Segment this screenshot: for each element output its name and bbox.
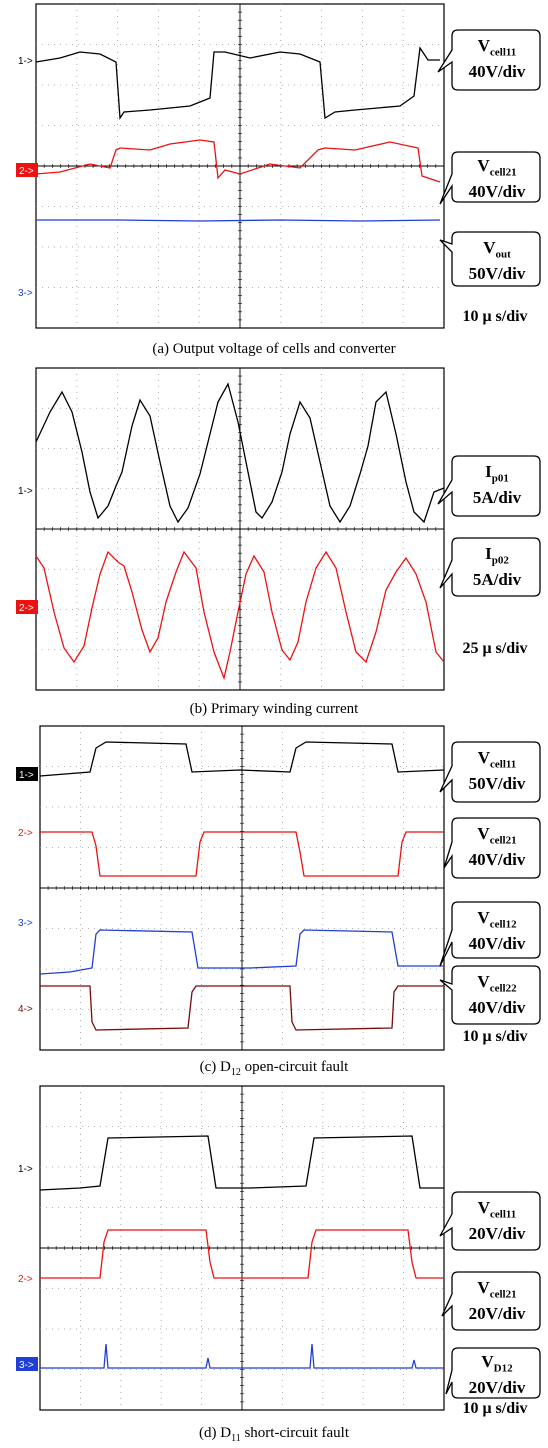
caption-a: (a) Output voltage of cells and converte… — [152, 341, 396, 357]
ch-marker: 3-> — [18, 288, 33, 299]
caption-b: (b) Primary winding current — [189, 701, 359, 717]
trace-vcell11 — [39, 741, 445, 777]
ch-marker: 2-> — [18, 828, 33, 839]
graticule — [35, 367, 445, 691]
ch-marker: 2-> — [18, 1274, 33, 1285]
ch-marker: 1-> — [19, 770, 34, 781]
trace-vcell12 — [39, 929, 444, 975]
trace-vcell21 — [40, 831, 444, 877]
callout-vout: Vout 50V/div — [468, 238, 526, 284]
ch-marker-box — [16, 163, 38, 177]
trace-vd12 — [40, 1343, 444, 1369]
ch-marker-box — [16, 1357, 38, 1371]
caption-c: (c) D12 open-circuit fault — [199, 1059, 349, 1078]
ch-marker: 2-> — [19, 166, 34, 177]
graticule — [39, 1085, 445, 1411]
trace-vcell21 — [35, 139, 441, 183]
trace-vcell22 — [40, 985, 444, 1031]
timebase-d: 10 μ s/div — [462, 1400, 528, 1417]
callout-vcell11: Vcell11 40V/div — [468, 36, 526, 82]
timebase-b: 25 μ s/div — [462, 640, 528, 657]
ch-marker: 1-> — [18, 56, 33, 67]
scope-c: 1-> 2-> 3-> 4-> — [16, 725, 541, 1051]
ch-marker: 3-> — [19, 1360, 34, 1371]
callout-vcell11: Vcell11 50V/div — [468, 748, 526, 794]
callout-ip02: Ip02 5A/div — [472, 544, 522, 590]
ch-marker: 4-> — [18, 1004, 33, 1015]
callout-vcell12: Vcell12 40V/div — [468, 908, 526, 954]
callout-vd12: VD12 20V/div — [468, 1352, 526, 1398]
panel-b: 1-> 2-> Ip01 5A/div Ip02 5A/div 25 μ s/d… — [0, 362, 548, 720]
graticule — [35, 3, 445, 329]
callout-vcell11: Vcell11 20V/div — [468, 1198, 526, 1244]
trace-ip02 — [35, 550, 445, 681]
trace-vcell11 — [35, 46, 440, 120]
callout-vcell21: Vcell21 40V/div — [468, 156, 526, 202]
panel-d: 1-> 2-> 3-> Vcell11 20V/div Vcell21 20V/… — [0, 1082, 548, 1445]
ch-marker: 1-> — [18, 486, 33, 497]
caption-d: (d) D11 short-circuit fault — [198, 1425, 349, 1444]
panel-a: 1-> 2-> 3-> Vcell11 40V/div Vcell21 40V/… — [0, 0, 548, 360]
ch-marker-box — [16, 767, 38, 781]
callout-vcell21: Vcell21 40V/div — [468, 824, 526, 870]
trace-vcell11 — [39, 1135, 444, 1191]
ch-marker: 2-> — [19, 603, 34, 614]
scope-b: 1-> 2-> — [16, 367, 541, 691]
callout-vcell21: Vcell21 20V/div — [468, 1278, 526, 1324]
panel-c: 1-> 2-> 3-> 4-> Vcell11 50V/div Vcell21 … — [0, 722, 548, 1080]
timebase-c: 10 μ s/div — [462, 1028, 528, 1045]
scope-d: 1-> 2-> 3-> — [16, 1085, 541, 1411]
callout-ip01: Ip01 5A/div — [472, 462, 522, 508]
trace-ip01 — [35, 382, 445, 524]
ch-marker: 1-> — [18, 1164, 33, 1175]
callout-vcell22: Vcell22 40V/div — [468, 972, 526, 1018]
ch-marker-box — [16, 600, 38, 614]
ch-marker: 3-> — [18, 918, 33, 929]
trace-vcell21 — [40, 1229, 444, 1279]
graticule — [39, 725, 445, 1051]
scope-a: 1-> 2-> 3-> — [16, 3, 541, 329]
timebase-a: 10 μ s/div — [462, 308, 528, 325]
trace-vout — [36, 219, 441, 222]
